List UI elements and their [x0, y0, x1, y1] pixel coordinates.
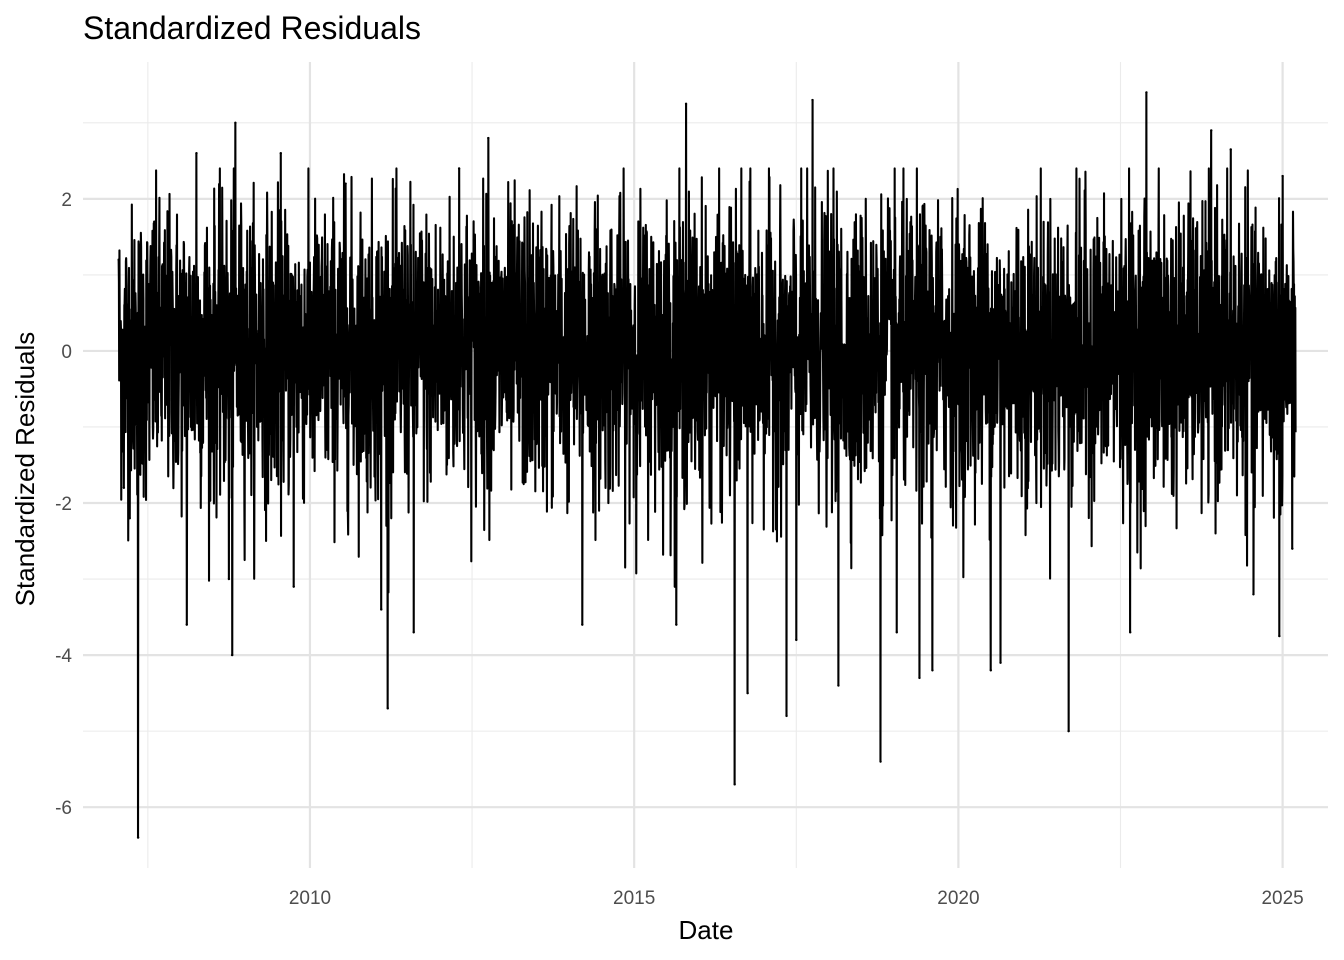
- chart-title: Standardized Residuals: [83, 10, 421, 46]
- x-tick-label: 2020: [937, 888, 979, 909]
- residual-series-line: [117, 91, 1297, 839]
- extreme-residual-point: [999, 661, 1002, 664]
- extreme-residual-point: [1291, 547, 1294, 550]
- extreme-residual-point: [230, 653, 234, 657]
- extreme-residual-point: [795, 638, 798, 642]
- extreme-residual-point: [1229, 148, 1232, 151]
- y-tick-label: -2: [55, 494, 72, 515]
- extreme-residual-point: [117, 258, 120, 261]
- extreme-residual-point: [931, 669, 934, 672]
- extreme-residual-point: [195, 152, 198, 155]
- extreme-residual-point: [344, 182, 347, 185]
- y-axis-title: Standardized Residuals: [10, 332, 40, 607]
- extreme-residual-point: [684, 102, 688, 106]
- extreme-residual-point: [746, 691, 749, 695]
- extreme-residual-point: [292, 585, 295, 588]
- extreme-residual-point: [1281, 174, 1284, 178]
- extreme-residual-point: [1278, 634, 1281, 638]
- extreme-residual-point: [122, 486, 126, 490]
- extreme-residual-point: [457, 167, 461, 170]
- tick-labels: 2010 2015 2020 2025 2 0 -2 -4 -6: [55, 190, 1304, 909]
- extreme-residual-point: [1145, 91, 1148, 94]
- extreme-residual-point: [1252, 593, 1255, 596]
- x-tick-label: 2010: [289, 888, 331, 909]
- extreme-residual-point: [153, 220, 156, 223]
- extreme-residual-point: [380, 608, 383, 611]
- x-tick-label: 2015: [613, 888, 655, 909]
- extreme-residual-point: [675, 623, 678, 626]
- series-layer: [117, 91, 1297, 839]
- y-tick-label: 0: [61, 342, 72, 363]
- x-tick-label: 2025: [1261, 888, 1303, 909]
- extreme-residual-point: [185, 623, 188, 626]
- extreme-residual-point: [1067, 729, 1070, 733]
- extreme-residual-point: [581, 623, 584, 626]
- extreme-residual-point: [412, 631, 415, 634]
- extreme-residual-point: [879, 760, 882, 763]
- extreme-residual-point: [1129, 631, 1132, 634]
- extreme-residual-point: [227, 577, 231, 581]
- y-tick-label: -4: [55, 646, 72, 667]
- extreme-residual-point: [386, 707, 389, 710]
- extreme-residual-point: [895, 631, 898, 634]
- extreme-residual-point: [989, 669, 993, 672]
- extreme-residual-point: [128, 517, 131, 520]
- extreme-residual-point: [234, 121, 237, 125]
- extreme-residual-point: [136, 836, 140, 839]
- extreme-residual-point: [733, 783, 736, 786]
- extreme-residual-point: [811, 98, 814, 102]
- extreme-residual-point: [918, 676, 921, 680]
- y-tick-label: -6: [55, 798, 72, 819]
- extreme-residual-point: [1210, 129, 1213, 132]
- x-axis-title: Date: [679, 915, 734, 945]
- extreme-residual-point: [837, 684, 840, 687]
- y-tick-label: 2: [61, 190, 72, 211]
- extreme-residual-point: [279, 152, 282, 155]
- extreme-residual-point: [120, 395, 124, 398]
- extreme-residual-point: [487, 136, 490, 140]
- extreme-residual-point: [785, 714, 788, 718]
